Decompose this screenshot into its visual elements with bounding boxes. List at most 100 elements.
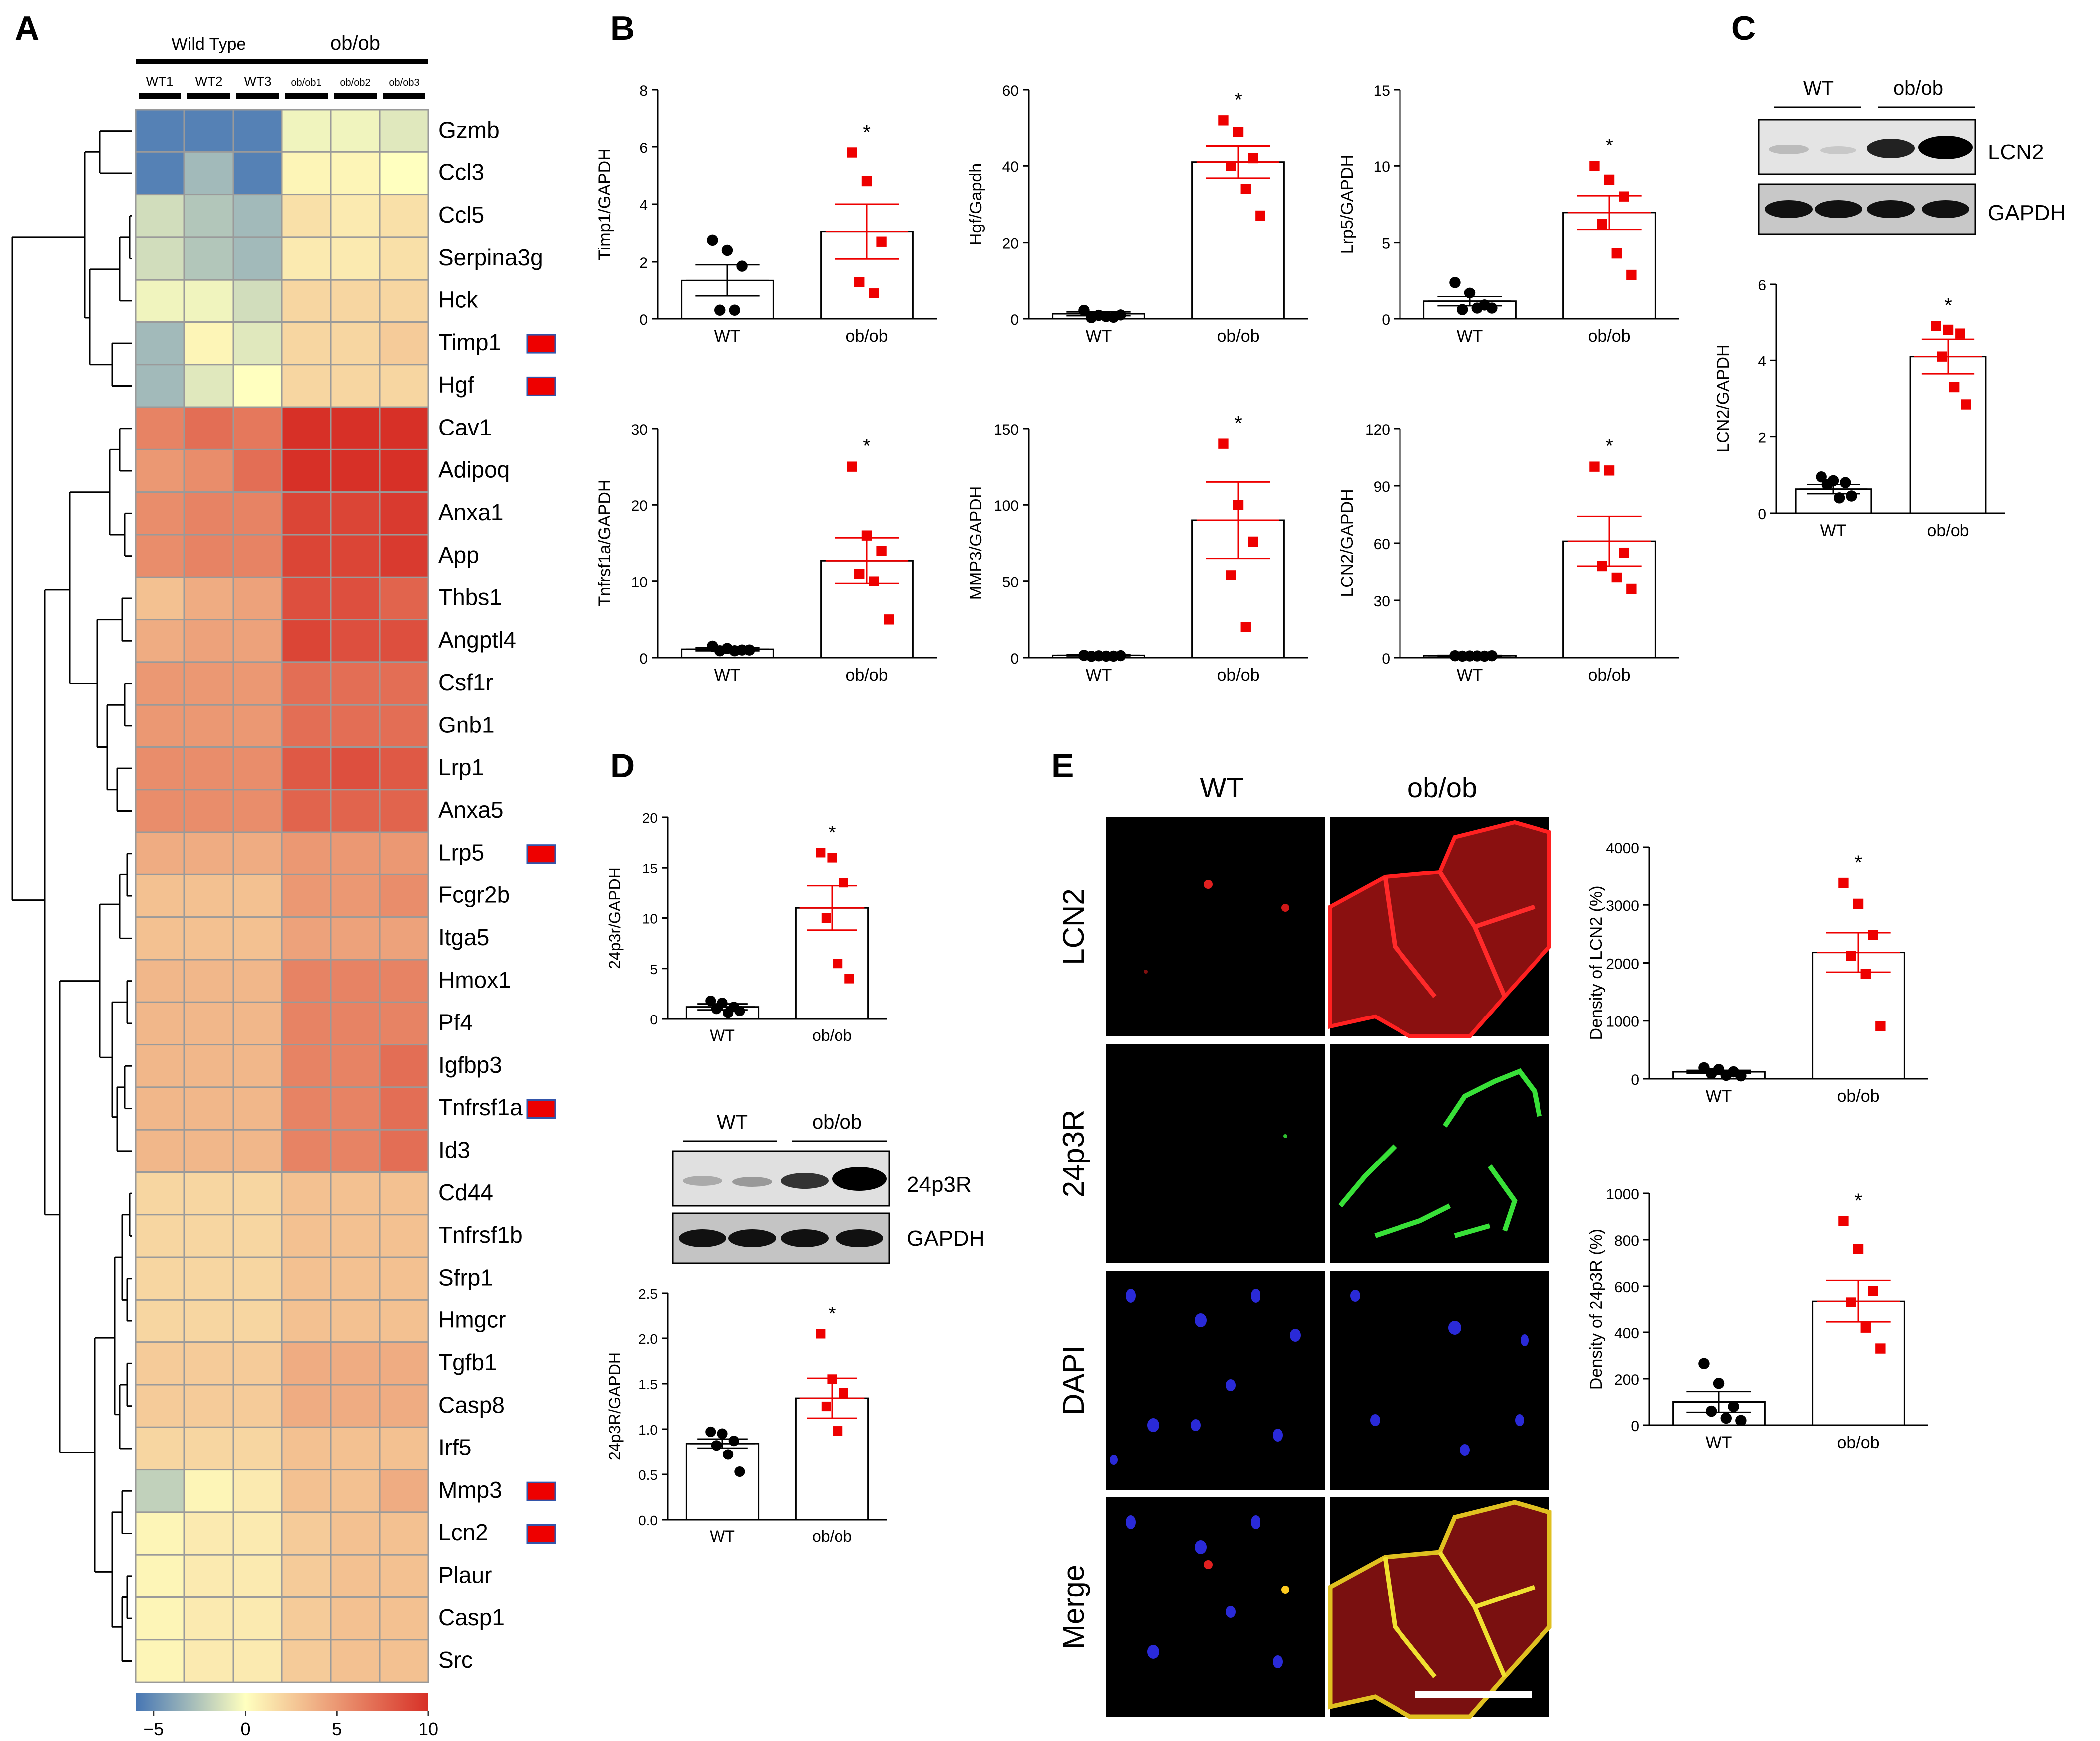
heatmap-gene-label: Cav1 [438, 414, 492, 440]
heatmap-cell [379, 194, 429, 238]
heatmap-cell [232, 279, 283, 323]
data-point [876, 236, 887, 247]
data-point [1853, 898, 1864, 909]
significance-star: * [829, 1304, 836, 1324]
chart-mmp3: 0 50 100 150 MMP3/GAPDH WT * ob/ob [967, 413, 1308, 685]
heatmap-cell [330, 279, 381, 323]
y-axis-label: Tnfrsf1a/GAPDH [595, 479, 614, 606]
blot-d-gapdh-band [679, 1229, 726, 1247]
heatmap-cell [232, 959, 283, 1003]
heatmap-cell [379, 873, 429, 918]
heatmap-gene-label: Lcn2 [438, 1519, 488, 1545]
heatmap-gene-label: Irf5 [438, 1435, 471, 1460]
y-tick-label: 5 [1382, 236, 1390, 252]
heatmap-cell [183, 1256, 234, 1301]
heatmap-cell [281, 704, 332, 748]
micro-dapi-obob [1330, 1271, 1549, 1490]
heatmap-cell [281, 1511, 332, 1556]
data-point [717, 1428, 728, 1439]
heatmap-sample-bar [236, 93, 279, 99]
blot-d-band-gapdh: GAPDH [907, 1226, 984, 1251]
micro-row-merge: Merge [1057, 1565, 1090, 1649]
data-point [744, 644, 755, 656]
data-point [1115, 650, 1126, 662]
heatmap-cell [379, 1384, 429, 1428]
y-tick-label: 4 [639, 197, 648, 214]
heatmap-cell [330, 1511, 381, 1556]
colorbar-tick-label: 10 [419, 1719, 438, 1739]
heatmap-cell [183, 321, 234, 366]
significance-star: * [1854, 852, 1862, 873]
data-point [1821, 479, 1833, 490]
y-tick-label: 0 [1010, 312, 1019, 328]
y-tick-label: 150 [994, 422, 1019, 438]
significance-star: * [829, 822, 836, 843]
micro-24p3r-obob-signal [1338, 1068, 1542, 1238]
heatmap-cell [232, 576, 283, 621]
data-point [1937, 351, 1948, 362]
heatmap-gene-label: Itga5 [438, 924, 489, 950]
y-axis-label: Density of 24p3R (%) [1587, 1229, 1606, 1390]
data-point [1240, 622, 1251, 632]
heatmap-cell [135, 364, 185, 408]
data-point [705, 995, 716, 1007]
heatmap-cell [183, 916, 234, 961]
x-tick-label: ob/ob [845, 666, 888, 685]
heatmap-cell [232, 321, 283, 366]
y-tick-label: 6 [1758, 277, 1766, 293]
heatmap-cell [330, 661, 381, 706]
heatmap-cell [281, 279, 332, 323]
heatmap-cell [135, 576, 185, 621]
data-point [1816, 471, 1827, 483]
heatmap-cell [232, 194, 283, 238]
heatmap-cell [281, 321, 332, 366]
heatmap-gene-label: Timp1 [438, 329, 501, 355]
y-tick-label: 0.5 [638, 1467, 658, 1483]
heatmap-cell [281, 364, 332, 408]
y-axis-label: Density of LCN2 (%) [1587, 886, 1606, 1040]
micro-row-lcn2: LCN2 [1057, 888, 1090, 965]
heatmap-cell [135, 1384, 185, 1428]
heatmap-cell [379, 619, 429, 663]
heatmap-cell [379, 1426, 429, 1471]
x-tick-label: WT [710, 1026, 735, 1044]
data-point [707, 234, 718, 246]
heatmap-gene-label: Thbs1 [438, 584, 502, 610]
data-point [833, 959, 843, 969]
data-point [736, 260, 748, 272]
heatmap-cell [330, 831, 381, 875]
data-point [847, 147, 857, 158]
y-tick-label: 30 [631, 422, 648, 438]
data-point [1705, 1405, 1717, 1417]
heatmap-cell [330, 1214, 381, 1258]
heatmap-cell [379, 1001, 429, 1046]
heatmap-cell [135, 236, 185, 281]
data-point [1456, 304, 1468, 315]
x-tick-label: WT [1457, 666, 1483, 685]
blot-d-group-obob: ob/ob [812, 1111, 862, 1133]
chart-hgf: 0 20 40 60 Hgf/Gapdh WT * ob/ob [967, 83, 1308, 346]
heatmap-cell [379, 1086, 429, 1131]
western-blot-c: WT ob/ob LCN2 GAPDH [1758, 77, 2066, 235]
heatmap-cell [232, 1086, 283, 1131]
data-point [1846, 1297, 1856, 1307]
heatmap-cell [379, 661, 429, 706]
y-tick-label: 0 [1010, 651, 1019, 667]
heatmap-cell [135, 873, 185, 918]
heatmap-sample-label: WT2 [195, 74, 223, 89]
data-point [876, 546, 887, 556]
data-point [1949, 382, 1960, 393]
y-tick-label: 0 [1631, 1072, 1639, 1088]
blot-c-gapdh-band [1765, 200, 1813, 218]
micro-lcn2-wt-spot [1204, 880, 1213, 889]
heatmap-cell [135, 1001, 185, 1046]
heatmap-cell [330, 619, 381, 663]
y-tick-label: 0 [650, 1012, 658, 1027]
data-point [1589, 161, 1600, 171]
heatmap-cell [330, 959, 381, 1003]
heatmap-gene-label: App [438, 542, 479, 568]
y-tick-label: 600 [1614, 1279, 1639, 1296]
micro-col-wt: WT [1200, 772, 1243, 803]
heatmap-cell [330, 704, 381, 748]
data-point [1597, 561, 1607, 572]
